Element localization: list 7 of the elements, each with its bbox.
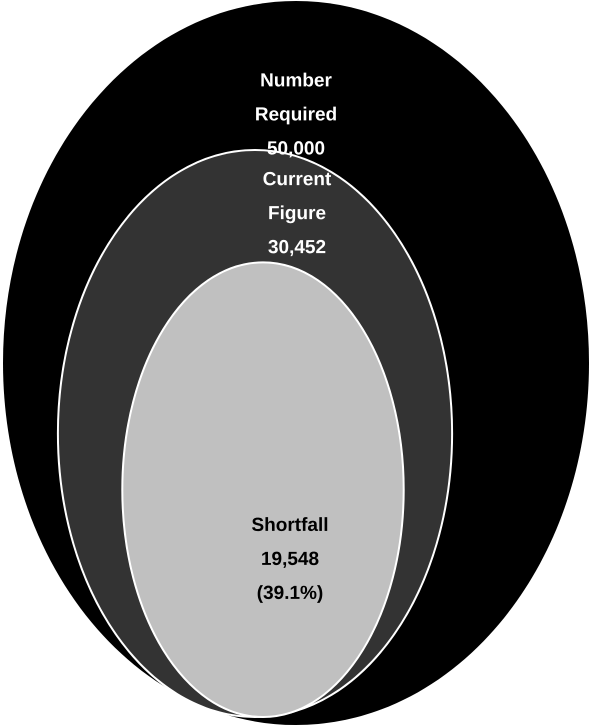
data-label: 30,452 [268,240,326,256]
category-label: Current Figure [263,172,332,224]
text: (39.1%) [258,585,322,603]
category-label: Number Required [256,72,336,124]
data-label: 50,000 [268,141,324,158]
data-label: 19,548 [262,552,318,568]
category-label: Shortfall [252,517,328,532]
